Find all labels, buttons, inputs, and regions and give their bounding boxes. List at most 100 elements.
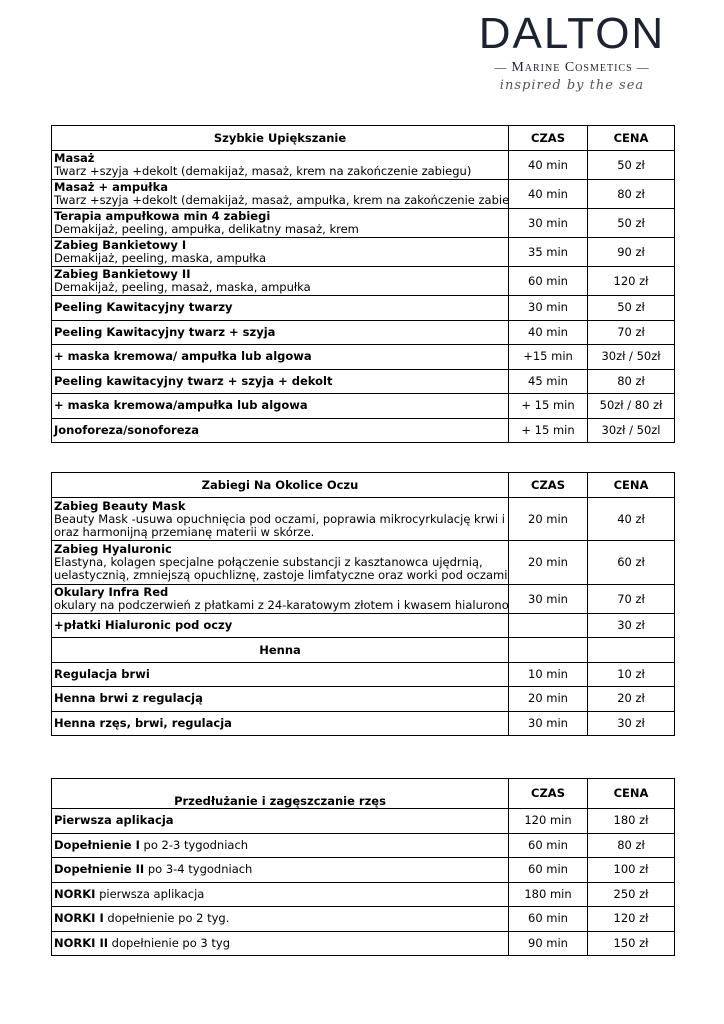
table-row: + maska kremowa/ampułka lub algowa + 15 m… — [51, 393, 675, 419]
service-note: po 2-3 tygodniach — [139, 837, 249, 852]
section-title: Przedłużanie i zagęszczanie rzęs — [51, 778, 509, 809]
col-header-czas: CZAS — [508, 125, 588, 151]
time-cell: 120 min — [508, 808, 588, 834]
time-cell: 10 min — [508, 661, 588, 688]
service-cell: Zabieg Bankietowy II Demakijaż, peeling, … — [51, 266, 509, 296]
price-cell: 30 zł — [587, 613, 675, 638]
table-szybkie-upiekszanie: Szybkie Upiększanie CZAS CENA Masaż Twarz +s… — [51, 125, 675, 443]
table-row: Zabieg Bankietowy II Demakijaż, peeling, … — [51, 266, 675, 296]
service-description: uelastycznią, zmniejszą opuchliznę, zast… — [54, 568, 509, 582]
price-cell: 60 zł — [587, 540, 675, 585]
time-cell: +15 min — [508, 344, 588, 370]
price-cell: 250 zł — [587, 881, 675, 907]
service-name: Masaż — [54, 151, 95, 165]
price-cell: 80 zł — [587, 179, 675, 209]
price-cell: 120 zł — [587, 266, 675, 296]
service-cell: + maska kremowa/ ampułka lub algowa — [51, 344, 509, 370]
service-name: Zabieg Hyaluronic — [54, 542, 172, 556]
time-cell: 30 min — [508, 208, 588, 238]
service-name: NORKI II — [54, 935, 109, 950]
price-cell: 20 zł — [587, 686, 675, 712]
service-name: Zabieg Bankietowy II — [54, 267, 191, 281]
service-cell: Terapia ampułkowa min 4 zabiegi Demakijaż… — [51, 208, 509, 238]
time-cell: 30 min — [508, 584, 588, 614]
service-name: Pierwsza aplikacja — [54, 813, 174, 828]
time-cell: 45 min — [508, 368, 588, 394]
table-okolice-oczu: Zabiegi Na Okolice Oczu CZAS CENA Zabieg Be… — [51, 472, 675, 736]
price-cell: 50 zł — [587, 208, 675, 238]
table-row: +płatki Hialuronic pod oczy 30 zł — [51, 613, 675, 638]
service-cell: +płatki Hialuronic pod oczy — [51, 613, 509, 638]
service-name: NORKI I — [54, 911, 104, 926]
price-cell: 90 zł — [587, 237, 675, 267]
service-note: pierwsza aplikacja — [95, 886, 205, 901]
service-name: Zabieg Bankietowy I — [54, 238, 187, 252]
price-cell: 180 zł — [587, 808, 675, 834]
price-cell: 30zł / 50zł — [587, 344, 675, 370]
table-header: Zabiegi Na Okolice Oczu CZAS CENA — [51, 472, 675, 498]
table-header: Szybkie Upiększanie CZAS CENA — [51, 125, 675, 151]
time-cell: + 15 min — [508, 393, 588, 419]
service-cell: Masaż Twarz +szyja +dekolt (demakijaż, ma… — [51, 150, 509, 180]
service-cell: Henna rzęs, brwi, regulacja — [51, 710, 509, 736]
service-cell: Pierwsza aplikacja — [51, 808, 509, 834]
service-cell: + maska kremowa/ampułka lub algowa — [51, 393, 509, 419]
price-cell: 120 zł — [587, 906, 675, 932]
table-row: NORKI II dopełnienie po 3 tyg 90 min 150 z… — [51, 930, 675, 956]
service-cell: Zabieg Beauty Mask Beauty Mask -usuwa opu… — [51, 497, 509, 541]
service-name: + maska kremowa/ampułka lub algowa — [54, 398, 308, 413]
service-description: okulary na podczerwień z płatkami z 24-k… — [54, 598, 509, 612]
time-cell: 40 min — [508, 150, 588, 180]
table-row: Henna rzęs, brwi, regulacja 30 min 30 zł — [51, 710, 675, 736]
time-cell — [508, 613, 588, 638]
service-cell: Zabieg Bankietowy I Demakijaż, peeling, m… — [51, 237, 509, 267]
time-cell: 60 min — [508, 266, 588, 296]
table-row: Pierwsza aplikacja 120 min 180 zł — [51, 808, 675, 834]
service-name: Zabieg Beauty Mask — [54, 498, 186, 513]
price-cell: 40 zł — [587, 497, 675, 541]
table-row: Zabieg Hyaluronic Elastyna, kolagen specj… — [51, 540, 675, 585]
time-cell: 60 min — [508, 832, 588, 858]
col-header-cena: CENA — [587, 125, 675, 151]
time-cell: 35 min — [508, 237, 588, 267]
logo-tagline: inspired by the sea — [499, 78, 645, 93]
service-cell: Peeling Kawitacyjny twarz + szyja — [51, 319, 509, 345]
table-row: Terapia ampułkowa min 4 zabiegi Demakijaż… — [51, 208, 675, 238]
price-cell: 50zł / 80 zł — [587, 393, 675, 419]
service-name: Henna rzęs, brwi, regulacja — [54, 715, 232, 730]
service-description: Demakijaż, peeling, masaż, maska, ampułk… — [54, 280, 311, 294]
table-row: Peeling Kawitacyjny twarzy 30 min 50 zł — [51, 295, 675, 321]
time-cell: 20 min — [508, 497, 588, 541]
time-cell: 20 min — [508, 686, 588, 712]
service-cell: Dopełnienie I po 2-3 tygodniach — [51, 832, 509, 858]
service-cell: Masaż + ampułka Twarz +szyja +dekolt (dem… — [51, 179, 509, 209]
logo-subtitle: — Marine Cosmetics — — [494, 60, 650, 75]
price-cell: 80 zł — [587, 368, 675, 394]
section-title: Henna — [51, 637, 509, 663]
service-name: Dopełnienie II — [54, 862, 145, 877]
time-cell: 40 min — [508, 319, 588, 345]
table-row: Peeling kawitacyjny twarz + szyja + deko… — [51, 368, 675, 394]
service-name: + maska kremowa/ ampułka lub algowa — [54, 349, 312, 364]
time-cell: 20 min — [508, 540, 588, 585]
price-cell: 50 zł — [587, 295, 675, 321]
time-cell: 180 min — [508, 881, 588, 907]
service-cell: Henna brwi z regulacją — [51, 686, 509, 712]
price-cell: 70 zł — [587, 319, 675, 345]
price-cell: 30 zł — [587, 710, 675, 736]
time-cell: 40 min — [508, 179, 588, 209]
service-name: Terapia ampułkowa min 4 zabiegi — [54, 209, 271, 223]
service-description: Twarz +szyja +dekolt (demakijaż, masaż, … — [54, 193, 509, 207]
table-row: NORKI pierwsza aplikacja 180 min 250 zł — [51, 881, 675, 907]
table-row: NORKI I dopełnienie po 2 tyg. 60 min 120 z… — [51, 906, 675, 932]
section-title: Zabiegi Na Okolice Oczu — [51, 472, 509, 498]
table-header: Henna — [51, 637, 675, 663]
dalton-logo: DALTON — Marine Cosmetics — inspired by … — [462, 12, 682, 94]
col-header-czas: CZAS — [508, 778, 588, 809]
table-row: Jonoforeza/sonoforeza + 15 min 30zł / 50zl — [51, 417, 675, 443]
service-cell: Okulary Infra Red okulary na podczerwień … — [51, 584, 509, 614]
table-row: Dopełnienie I po 2-3 tygodniach 60 min 80 … — [51, 832, 675, 858]
service-cell: Zabieg Hyaluronic Elastyna, kolagen specj… — [51, 540, 509, 585]
service-description: Demakijaż, peeling, maska, ampułka — [54, 251, 267, 265]
table-header: Przedłużanie i zagęszczanie rzęs CZAS CENA — [51, 778, 675, 809]
